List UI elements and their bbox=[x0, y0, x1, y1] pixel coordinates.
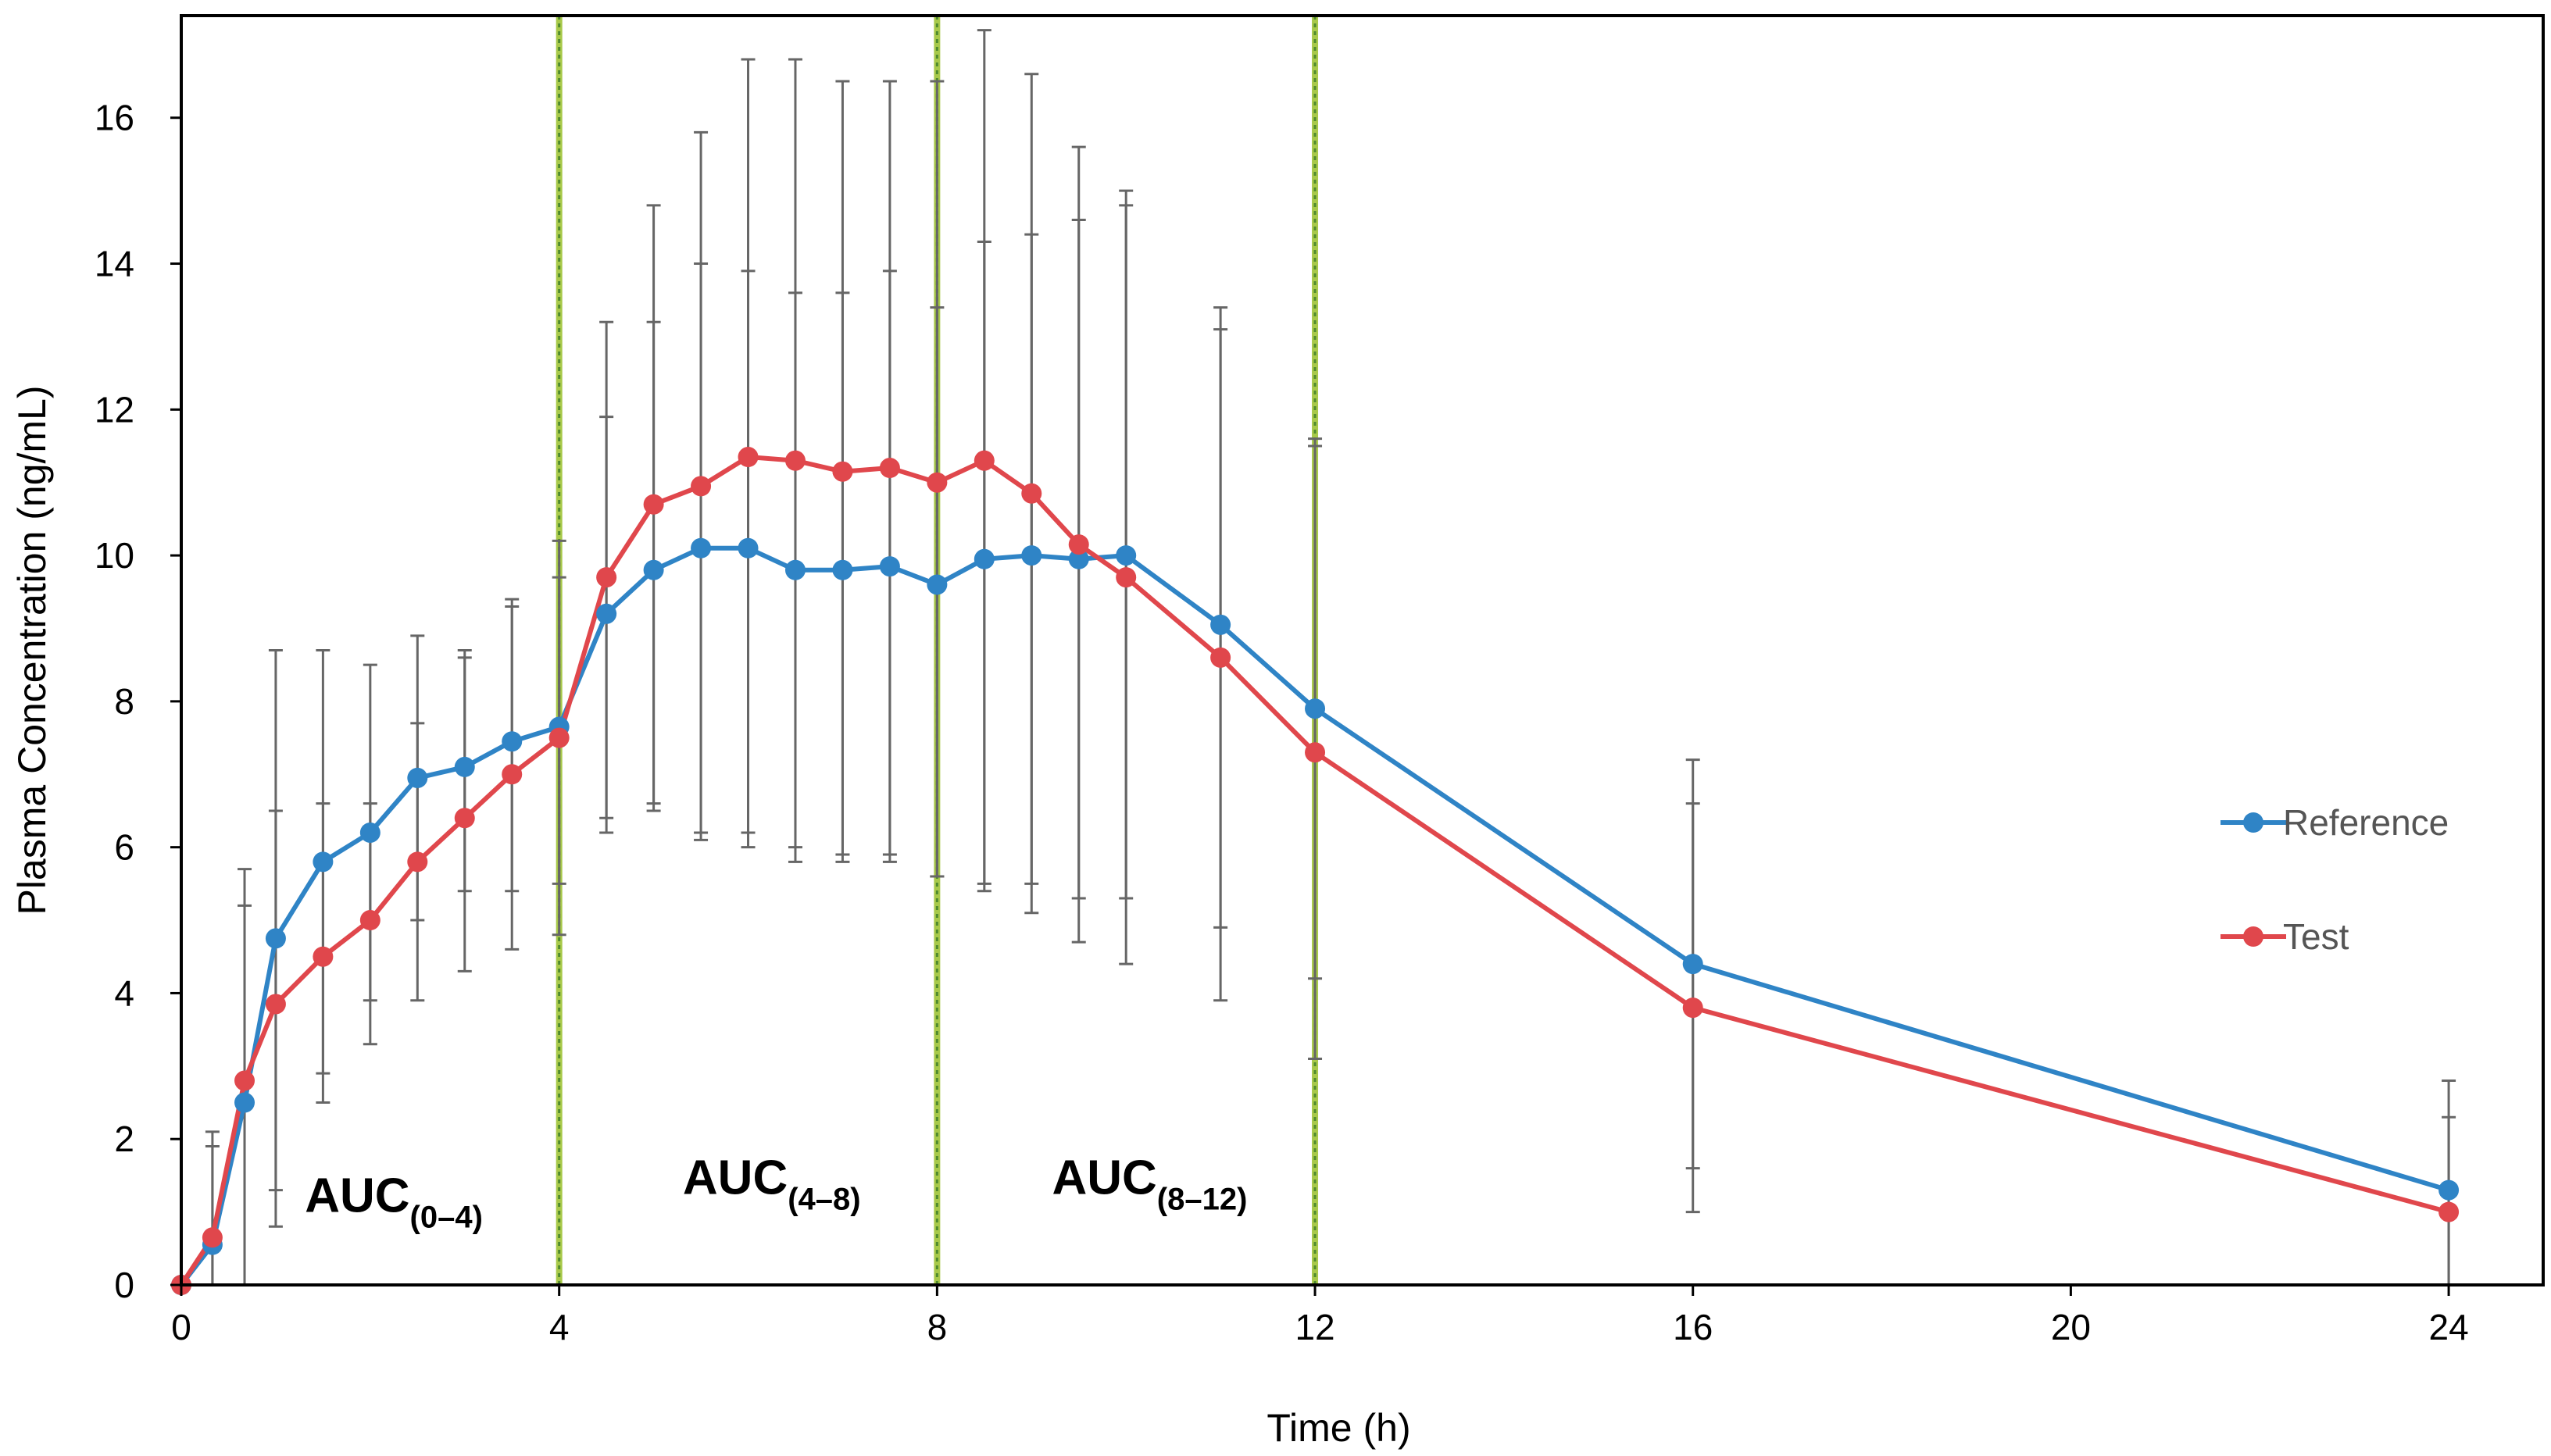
x-tick-label: 8 bbox=[927, 1307, 948, 1347]
data-point-reference bbox=[1682, 954, 1703, 975]
legend-label-test: Test bbox=[2283, 916, 2349, 957]
auc-annotation-main: AUC bbox=[683, 1151, 788, 1204]
data-point-test bbox=[234, 1070, 255, 1091]
plot-frame bbox=[180, 14, 2545, 1286]
data-point-test bbox=[359, 910, 381, 931]
auc-annotation-subscript: (4–8) bbox=[788, 1182, 860, 1216]
data-point-reference bbox=[784, 559, 806, 580]
data-point-test bbox=[407, 851, 428, 873]
y-axis-title: Plasma Concentration (ng/mL) bbox=[10, 385, 54, 915]
data-point-test bbox=[1682, 997, 1703, 1019]
x-tick-label: 16 bbox=[1673, 1307, 1713, 1347]
data-point-reference bbox=[265, 928, 286, 949]
data-point-reference bbox=[691, 537, 712, 558]
data-point-reference bbox=[234, 1092, 255, 1113]
auc-annotations: AUC(0–4)AUC(4–8) AUC(8–12) bbox=[305, 1151, 1247, 1234]
data-point-reference bbox=[738, 537, 759, 558]
data-point-test bbox=[313, 946, 334, 967]
auc-annotation-subscript: (8–12) bbox=[1157, 1182, 1248, 1216]
data-point-reference bbox=[502, 731, 523, 752]
data-point-test bbox=[202, 1227, 223, 1248]
y-axis-ticks: 0 2 4 6 8 10 12 14 16 bbox=[95, 98, 181, 1305]
data-point-reference bbox=[454, 756, 475, 777]
x-tick-label: 20 bbox=[2051, 1307, 2091, 1347]
y-tick-label: 16 bbox=[95, 98, 134, 138]
data-point-reference bbox=[927, 574, 948, 595]
data-point-reference bbox=[313, 851, 334, 873]
auc-annotation: AUC(4–8) bbox=[683, 1151, 861, 1216]
auc-annotation: AUC(0–4) bbox=[305, 1169, 483, 1235]
data-point-test bbox=[738, 447, 759, 468]
data-point-reference bbox=[1068, 548, 1089, 569]
data-point-test bbox=[1116, 567, 1137, 588]
y-tick-label: 12 bbox=[95, 389, 134, 430]
data-markers bbox=[171, 447, 2460, 1295]
data-point-test bbox=[265, 994, 286, 1015]
data-point-test bbox=[1210, 647, 1231, 668]
data-point-reference bbox=[879, 556, 900, 577]
data-point-reference bbox=[407, 767, 428, 788]
data-point-test bbox=[784, 450, 806, 471]
data-point-reference bbox=[1305, 698, 1326, 719]
data-point-test bbox=[596, 567, 617, 588]
data-point-reference bbox=[832, 559, 853, 580]
y-tick-label: 0 bbox=[114, 1265, 134, 1305]
data-point-test bbox=[454, 808, 475, 829]
data-point-test bbox=[1305, 742, 1326, 763]
x-tick-label: 24 bbox=[2428, 1307, 2468, 1347]
data-point-test bbox=[502, 764, 523, 785]
x-tick-label: 0 bbox=[171, 1307, 191, 1347]
auc-annotation-main: AUC bbox=[1052, 1151, 1156, 1204]
legend-marker-reference bbox=[2243, 812, 2263, 833]
y-tick-label: 14 bbox=[95, 244, 134, 284]
data-point-reference bbox=[643, 559, 664, 580]
data-point-test bbox=[691, 476, 712, 497]
data-point-test bbox=[879, 458, 900, 479]
auc-annotation: AUC(8–12) bbox=[1052, 1151, 1247, 1216]
data-point-reference bbox=[2438, 1179, 2460, 1201]
data-point-test bbox=[1021, 483, 1042, 504]
y-tick-label: 6 bbox=[114, 827, 134, 868]
data-point-test bbox=[1068, 534, 1089, 555]
auc-annotation-subscript: (0–4) bbox=[410, 1201, 483, 1235]
x-axis-ticks: 0 4 8 12 16 20 24 bbox=[171, 1285, 2469, 1347]
data-point-test bbox=[974, 450, 995, 471]
data-point-test bbox=[832, 461, 853, 482]
data-point-reference bbox=[359, 822, 381, 843]
data-point-reference bbox=[1116, 545, 1137, 566]
data-point-reference bbox=[974, 548, 995, 569]
data-point-test bbox=[643, 494, 664, 515]
y-tick-label: 4 bbox=[114, 972, 134, 1013]
x-tick-label: 12 bbox=[1295, 1307, 1334, 1347]
data-point-test bbox=[927, 472, 948, 493]
data-point-reference bbox=[1021, 545, 1042, 566]
y-tick-label: 8 bbox=[114, 681, 134, 722]
data-point-reference bbox=[1210, 614, 1231, 635]
data-point-test bbox=[548, 727, 570, 748]
auc-annotation-main: AUC bbox=[305, 1169, 409, 1223]
legend-label-reference: Reference bbox=[2283, 802, 2449, 843]
data-point-reference bbox=[596, 603, 617, 624]
data-point-test bbox=[2438, 1201, 2460, 1222]
y-tick-label: 10 bbox=[95, 535, 134, 576]
legend-marker-test bbox=[2243, 926, 2263, 947]
x-axis-title: Time (h) bbox=[1267, 1406, 1410, 1450]
y-tick-label: 2 bbox=[114, 1119, 134, 1159]
legend: Reference Test bbox=[2221, 802, 2449, 957]
x-tick-label: 4 bbox=[549, 1307, 570, 1347]
